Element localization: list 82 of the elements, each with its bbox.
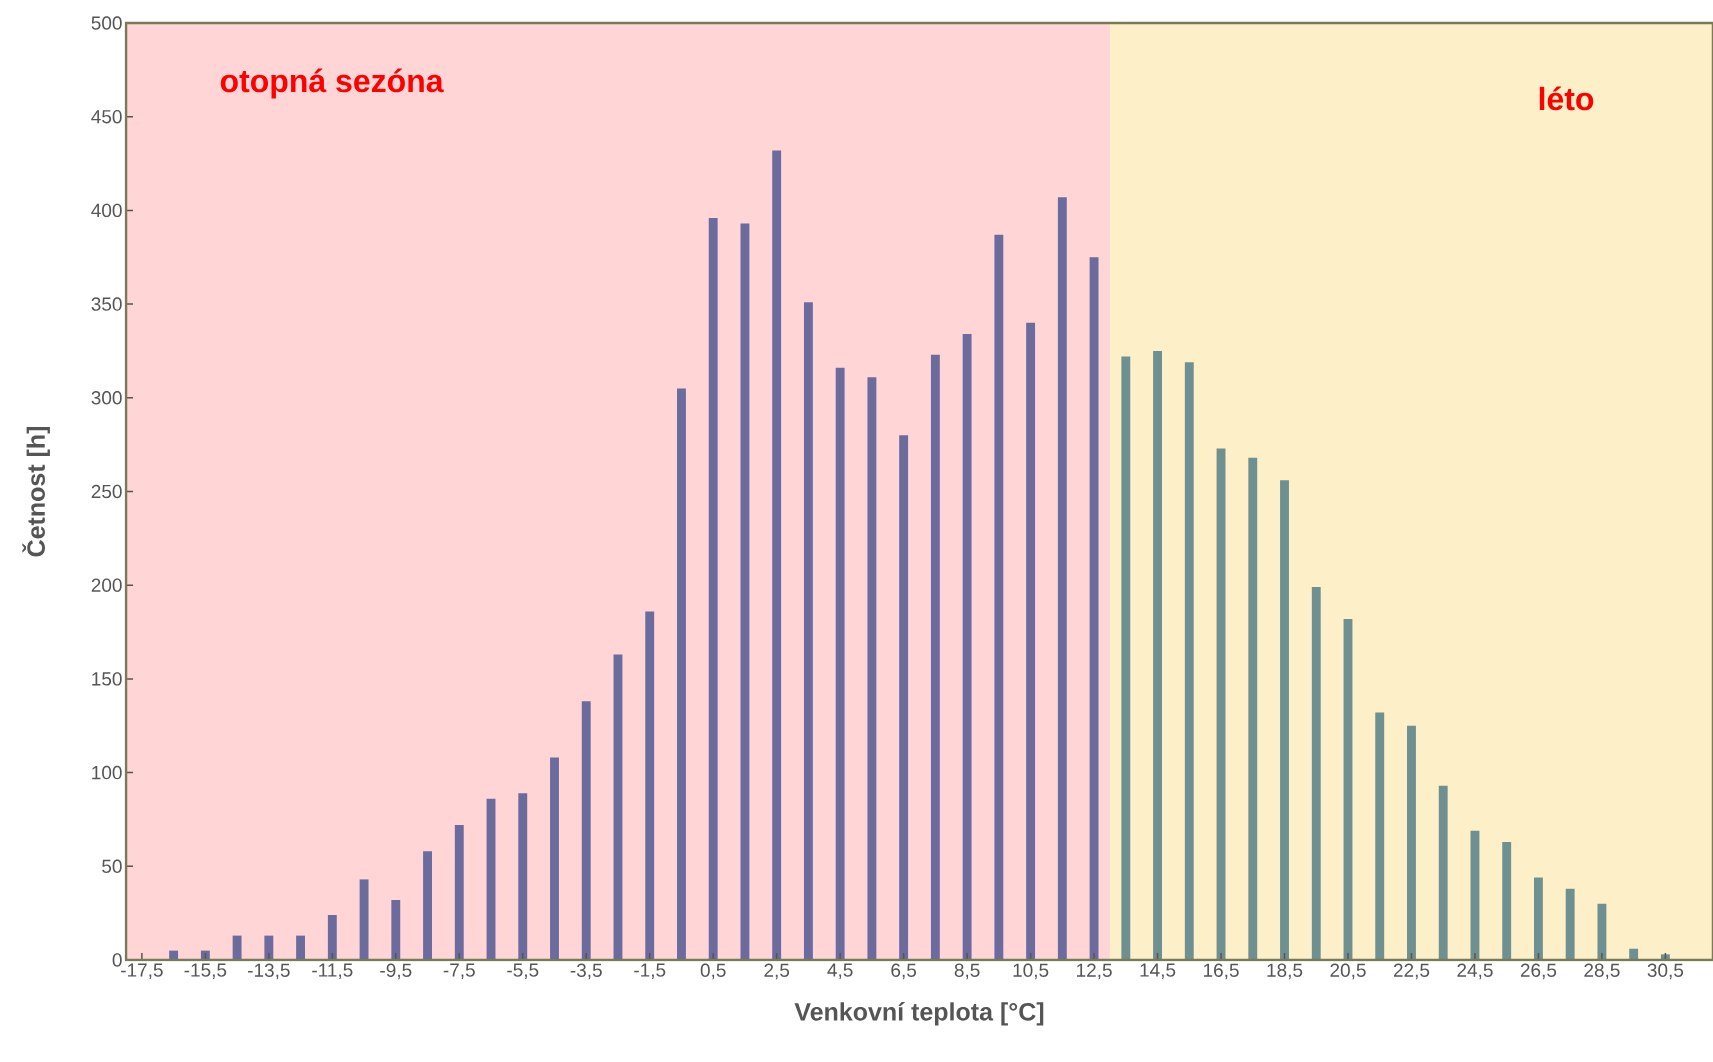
- x-tick-label: -7,5: [443, 963, 475, 980]
- x-tick-label: 12,5: [1077, 963, 1112, 980]
- x-tick-label: 20,5: [1330, 963, 1366, 980]
- bar: [423, 851, 432, 960]
- bar: [1629, 948, 1639, 960]
- bar: [1153, 350, 1162, 960]
- x-tick-label: -11,5: [312, 963, 353, 980]
- bar: [550, 757, 559, 960]
- bar: [232, 935, 242, 960]
- x-tick-label: -3,5: [570, 963, 602, 980]
- bar: [867, 377, 877, 960]
- x-tick-label: -1,5: [634, 963, 666, 980]
- bar: [899, 435, 909, 960]
- x-tick-label: 24,5: [1457, 963, 1493, 980]
- bar: [1216, 448, 1226, 960]
- bar: [264, 935, 274, 960]
- bar: [296, 935, 306, 960]
- x-axis-title: Venkovní teplota [°C]: [794, 1002, 1044, 1026]
- bar: [1407, 725, 1416, 960]
- x-tick-label: 4,5: [827, 963, 853, 980]
- x-tick-label: 6,5: [891, 963, 917, 980]
- y-tick-label: 400: [91, 203, 122, 218]
- bar: [327, 915, 337, 960]
- y-tick-label: 300: [91, 391, 122, 405]
- bar: [994, 234, 1004, 960]
- bar: [930, 354, 940, 960]
- bar: [1280, 480, 1289, 960]
- x-tick-label: -9,5: [380, 963, 412, 980]
- x-tick-label: 22,5: [1393, 963, 1430, 980]
- y-tick-label: 250: [91, 484, 122, 499]
- y-tick-label: 350: [91, 297, 122, 311]
- bar: [1597, 903, 1607, 960]
- bar: [1248, 457, 1258, 960]
- bar: [613, 654, 623, 960]
- y-tick-label: 100: [92, 765, 122, 780]
- bar: [708, 217, 718, 960]
- x-tick-label: 30,5: [1647, 963, 1684, 980]
- x-tick-label: 2,5: [764, 963, 790, 980]
- bar: [1057, 197, 1067, 960]
- bar: [1533, 877, 1543, 960]
- x-tick-label: 26,5: [1520, 963, 1557, 980]
- y-tick-label: 200: [91, 578, 122, 592]
- bar: [1375, 712, 1385, 960]
- bar: [1438, 785, 1448, 960]
- x-tick-label: 10,5: [1013, 963, 1049, 980]
- bar: [1089, 257, 1099, 960]
- bar: [1502, 841, 1512, 960]
- band-label: otopná sezóna: [220, 68, 444, 99]
- x-tick-label: 14,5: [1140, 963, 1176, 980]
- y-tick-label: 500: [91, 16, 122, 30]
- x-tick-label: -15,5: [184, 963, 227, 980]
- bar: [391, 900, 401, 960]
- bar: [962, 334, 972, 960]
- x-tick-label: -17,5: [121, 963, 163, 980]
- bar: [1121, 356, 1131, 960]
- y-tick-label: 450: [91, 109, 122, 124]
- bar: [1565, 888, 1575, 960]
- x-tick-label: 8,5: [954, 963, 980, 980]
- y-tick-label: 50: [102, 859, 122, 874]
- bar: [581, 701, 591, 960]
- y-axis-title: Četnost [h]: [22, 426, 50, 557]
- bar: [677, 388, 686, 960]
- bar: [645, 611, 655, 960]
- bar: [835, 367, 845, 960]
- bar: [803, 302, 813, 960]
- bar: [1311, 587, 1321, 960]
- x-tick-label: 0,5: [700, 963, 726, 980]
- x-tick-label: 18,5: [1267, 963, 1303, 980]
- bar: [359, 879, 369, 960]
- y-tick-label: 150: [92, 672, 122, 686]
- x-tick-label: -5,5: [507, 963, 539, 980]
- y-tick-label: 0: [112, 953, 122, 967]
- bar: [1026, 322, 1036, 960]
- band-label: léto: [1539, 86, 1594, 111]
- bar: [454, 825, 464, 960]
- bar: [740, 223, 750, 960]
- x-tick-label: 28,5: [1584, 963, 1620, 980]
- bar: [1184, 362, 1194, 960]
- x-tick-label: 16,5: [1203, 963, 1239, 980]
- bar: [772, 150, 782, 960]
- x-tick-label: -13,5: [248, 963, 290, 980]
- bar: [518, 793, 528, 960]
